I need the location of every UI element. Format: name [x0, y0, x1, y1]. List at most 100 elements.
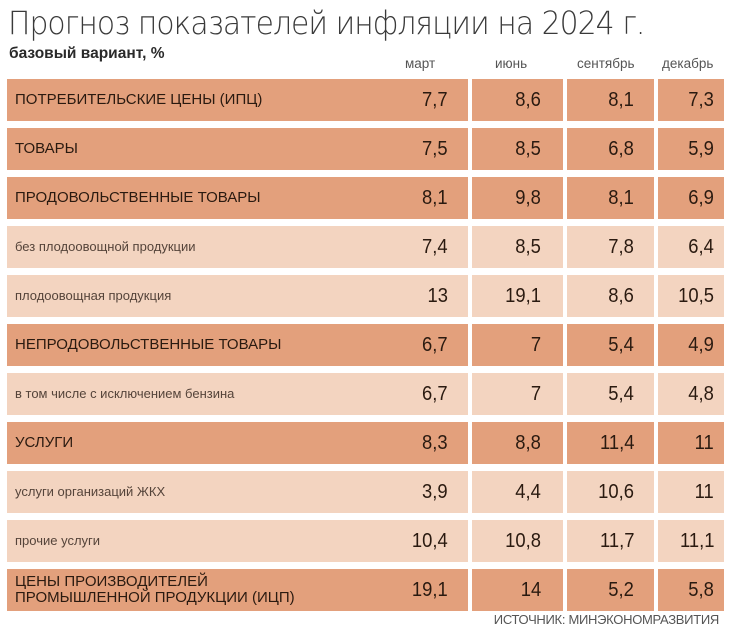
value-september: 11,4 [599, 431, 634, 454]
value-september: 5,2 [608, 578, 634, 601]
table-row: в том числе с исключением бензина 6,7 7 5,4… [7, 373, 724, 415]
row-label: в том числе с исключением бензина [15, 386, 235, 402]
value-june: 4,4 [515, 480, 541, 503]
table-row: плодоовощная продукция 13 19,1 8,6 10,5 [7, 275, 724, 317]
column-header-march: март [405, 56, 436, 71]
value-december: 4,9 [688, 333, 714, 356]
value-september: 8,1 [608, 88, 634, 111]
value-cell-june: 10,8 [472, 520, 563, 562]
value-december: 6,9 [688, 186, 714, 209]
row-label: ЦЕНЫ ПРОИЗВОДИТЕЛЕЙ ПРОМЫШЛЕННОЙ ПРОДУКЦ… [15, 573, 295, 606]
row-label: услуги организаций ЖКХ [15, 484, 166, 500]
value-cell-september: 10,6 [567, 471, 654, 513]
table-row: УСЛУГИ 8,3 8,8 11,4 11 [7, 422, 724, 464]
row-label: ПРОДОВОЛЬСТВЕННЫЕ ТОВАРЫ [15, 189, 261, 207]
value-march: 6,7 [422, 382, 448, 405]
value-march: 6,7 [422, 333, 448, 356]
row-label-cell: плодоовощная продукция 13 [7, 275, 468, 317]
value-march: 7,4 [422, 235, 448, 258]
row-label: плодоовощная продукция [15, 288, 172, 304]
value-june: 7 [530, 333, 541, 356]
table-row: ТОВАРЫ 7,5 8,5 6,8 5,9 [7, 128, 724, 170]
row-label: ПОТРЕБИТЕЛЬСКИЕ ЦЕНЫ (ИПЦ) [15, 91, 263, 109]
table-row: ПРОДОВОЛЬСТВЕННЫЕ ТОВАРЫ 8,1 9,8 8,1 6,9 [7, 177, 724, 219]
value-cell-september: 7,8 [567, 226, 654, 268]
table-row: ЦЕНЫ ПРОИЗВОДИТЕЛЕЙ ПРОМЫШЛЕННОЙ ПРОДУКЦ… [7, 569, 724, 611]
value-cell-december: 11 [658, 422, 724, 464]
value-cell-june: 9,8 [472, 177, 563, 219]
row-label: ТОВАРЫ [15, 140, 78, 158]
value-june: 8,5 [515, 137, 541, 160]
value-cell-june: 4,4 [472, 471, 563, 513]
chart-title: Прогноз показателей инфляции на 2024 г. [8, 4, 645, 42]
value-june: 9,8 [515, 186, 541, 209]
value-september: 10,6 [598, 480, 634, 503]
value-june: 7 [530, 382, 541, 405]
value-cell-december: 6,4 [658, 226, 724, 268]
value-cell-june: 8,5 [472, 226, 563, 268]
source-note: ИСТОЧНИК: МИНЭКОНОМРАЗВИТИЯ [493, 612, 720, 627]
value-cell-december: 4,9 [658, 324, 724, 366]
value-june: 8,8 [515, 431, 541, 454]
table-row: ПОТРЕБИТЕЛЬСКИЕ ЦЕНЫ (ИПЦ) 7,7 8,6 8,1 7,3 [7, 79, 724, 121]
value-cell-september: 11,7 [567, 520, 654, 562]
table-row: услуги организаций ЖКХ 3,9 4,4 10,6 11 [7, 471, 724, 513]
row-label: прочие услуги [15, 533, 101, 549]
table-row: без плодоовощной продукции 7,4 8,5 7,8 6,4 [7, 226, 724, 268]
value-december: 5,9 [688, 137, 714, 160]
value-cell-june: 8,8 [472, 422, 563, 464]
value-cell-december: 10,5 [658, 275, 724, 317]
value-september: 8,6 [608, 284, 634, 307]
value-june: 19,1 [505, 284, 541, 307]
value-cell-september: 6,8 [567, 128, 654, 170]
value-march: 8,3 [422, 431, 448, 454]
value-cell-december: 5,8 [658, 569, 724, 611]
value-cell-june: 8,6 [472, 79, 563, 121]
table-row: НЕПРОДОВОЛЬСТВЕННЫЕ ТОВАРЫ 6,7 7 5,4 4,9 [7, 324, 724, 366]
value-december: 10,5 [678, 284, 714, 307]
value-cell-june: 7 [472, 373, 563, 415]
column-header-june: июнь [495, 56, 528, 71]
value-march: 3,9 [422, 480, 448, 503]
column-header-december: декабрь [662, 56, 714, 71]
value-cell-june: 19,1 [472, 275, 563, 317]
value-cell-september: 8,1 [567, 177, 654, 219]
value-march: 7,7 [422, 88, 448, 111]
value-cell-december: 5,9 [658, 128, 724, 170]
value-september: 5,4 [608, 382, 634, 405]
value-december: 11 [694, 431, 714, 454]
row-label-cell: УСЛУГИ 8,3 [7, 422, 468, 464]
value-cell-september: 11,4 [567, 422, 654, 464]
row-label-cell: прочие услуги 10,4 [7, 520, 468, 562]
row-label-cell: без плодоовощной продукции 7,4 [7, 226, 468, 268]
value-december: 6,4 [688, 235, 714, 258]
value-december: 7,3 [688, 88, 714, 111]
row-label: без плодоовощной продукции [15, 239, 196, 255]
value-september: 8,1 [608, 186, 634, 209]
value-cell-december: 6,9 [658, 177, 724, 219]
value-june: 8,5 [515, 235, 541, 258]
value-march: 8,1 [422, 186, 448, 209]
value-september: 6,8 [608, 137, 634, 160]
value-cell-june: 7 [472, 324, 563, 366]
value-march: 10,4 [411, 529, 448, 552]
row-label: НЕПРОДОВОЛЬСТВЕННЫЕ ТОВАРЫ [15, 336, 282, 354]
value-cell-december: 7,3 [658, 79, 724, 121]
value-cell-september: 8,6 [567, 275, 654, 317]
value-march: 13 [427, 284, 448, 307]
value-december: 11,1 [679, 529, 714, 552]
value-cell-december: 11 [658, 471, 724, 513]
value-cell-september: 5,4 [567, 373, 654, 415]
value-june: 8,6 [515, 88, 541, 111]
value-cell-december: 11,1 [658, 520, 724, 562]
value-september: 5,4 [608, 333, 634, 356]
chart-subtitle: базовый вариант, % [9, 45, 165, 62]
value-cell-september: 8,1 [567, 79, 654, 121]
row-label-cell: ТОВАРЫ 7,5 [7, 128, 468, 170]
value-cell-september: 5,4 [567, 324, 654, 366]
row-label-cell: услуги организаций ЖКХ 3,9 [7, 471, 468, 513]
value-september: 7,8 [608, 235, 634, 258]
row-label-cell: НЕПРОДОВОЛЬСТВЕННЫЕ ТОВАРЫ 6,7 [7, 324, 468, 366]
row-label-cell: ПРОДОВОЛЬСТВЕННЫЕ ТОВАРЫ 8,1 [7, 177, 468, 219]
value-cell-june: 8,5 [472, 128, 563, 170]
